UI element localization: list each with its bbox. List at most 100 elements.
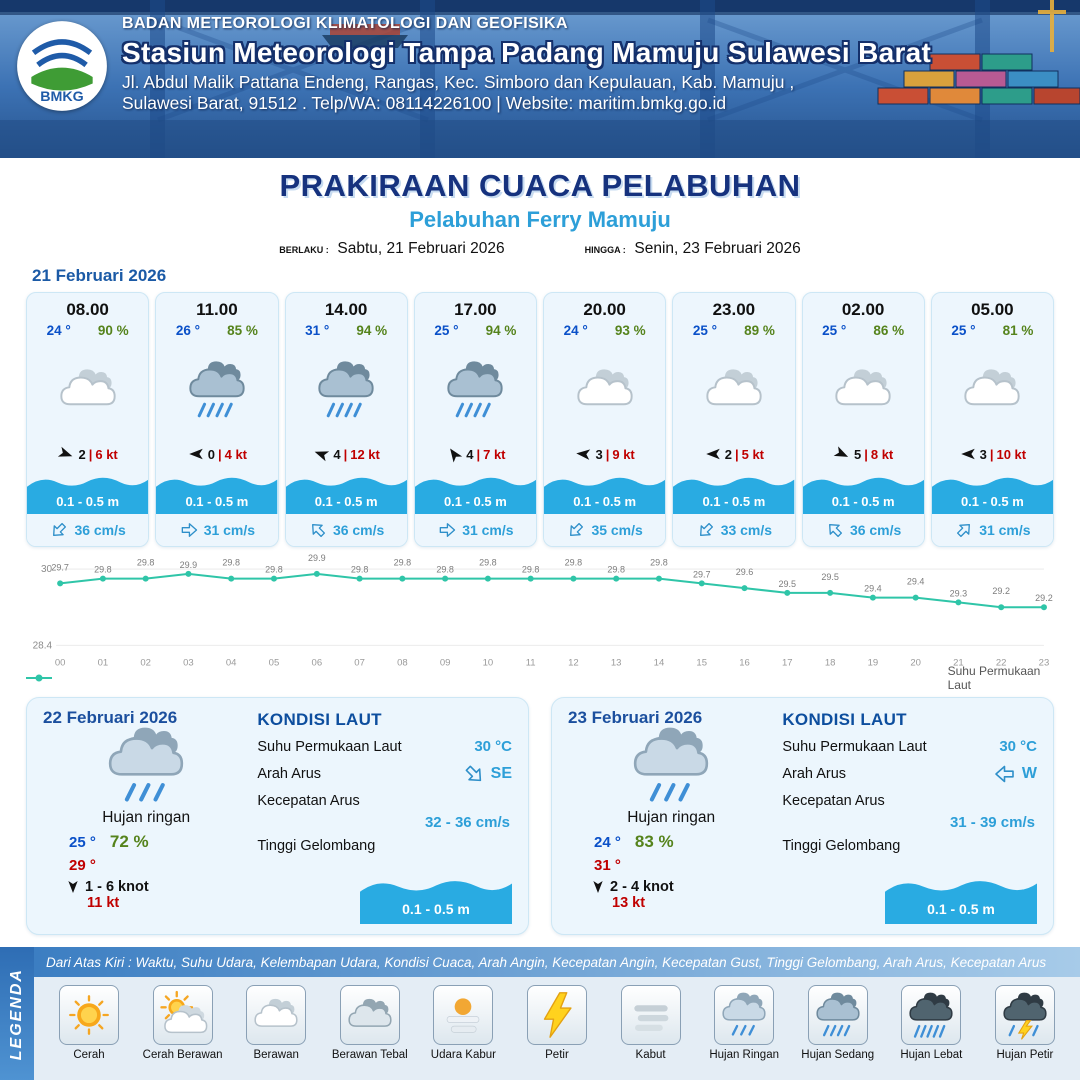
current-direction-arrow-icon	[53, 522, 67, 536]
humidity-value: 86 %	[873, 323, 905, 338]
weather-icon-hujan-ringan	[628, 724, 714, 808]
svg-text:29.5: 29.5	[778, 579, 796, 589]
weather-icon-berawan	[803, 338, 924, 442]
agency-name: BADAN METEOROLOGI KLIMATOLOGI DAN GEOFIS…	[122, 15, 568, 32]
current-speed-value: 31 cm/s	[462, 522, 514, 538]
wind-direction-arrow-icon	[833, 446, 849, 457]
berlaku-value: Sabtu, 21 Februari 2026	[337, 240, 505, 257]
svg-text:02: 02	[140, 657, 151, 668]
legend-item-label: Hujan Ringan	[709, 1049, 779, 1062]
svg-text:13: 13	[611, 657, 622, 668]
weather-icon-hujan-sedang	[286, 338, 407, 442]
time-label: 20.00	[583, 300, 626, 319]
svg-text:29.7: 29.7	[51, 562, 69, 572]
wind-speed-value: 4	[466, 446, 474, 462]
weather-icon-berawan	[932, 338, 1053, 442]
current-info: 35 cm/s	[544, 514, 666, 546]
wind-info: 0 | 4 kt	[156, 442, 277, 466]
svg-text:29.9: 29.9	[180, 560, 198, 570]
temp-humidity-row: 26 ° 85 %	[156, 320, 277, 338]
sst-chart-plot: 30 28.4 29.7 00 29.8 01 29.8 02 29.9 03 29.8 04 29.8…	[26, 553, 1054, 669]
sst-value: 30 °C	[999, 738, 1037, 756]
wind-info: 2 - 4 knot	[568, 879, 674, 895]
svg-text:04: 04	[226, 657, 237, 668]
humidity-value: 94 %	[485, 323, 517, 338]
gust-value: 10 kt	[996, 446, 1027, 462]
svg-text:29.8: 29.8	[94, 565, 112, 575]
current-speed-value: 33 cm/s	[720, 522, 773, 538]
wind-speed-value: 2	[724, 446, 732, 462]
wave-height-value: 0.1 - 0.5 m	[960, 494, 1024, 509]
wave-height-band: 0.1 - 0.5 m	[414, 470, 536, 514]
weather-icon-hujan-ringan	[103, 724, 189, 808]
wave-height-band: 0.1 - 0.5 m	[27, 470, 149, 514]
current-info: 31 cm/s	[156, 514, 278, 546]
temperature-value: 25 °	[951, 323, 976, 338]
wave-graphic	[156, 477, 278, 514]
hourly-date-label: 21 Februari 2026	[32, 266, 167, 285]
current-direction-value: W	[993, 762, 1037, 786]
temp-humidity-row: 25 ° 94 %	[415, 320, 536, 338]
current-speed-value: 35 cm/s	[591, 522, 643, 538]
temp-humidity-row: 24 ° 90 %	[27, 320, 148, 338]
legend-icon-row: Cerah Cerah Berawan Berawan Berawan Teba…	[34, 977, 1080, 1080]
current-speed-value: 31 - 39 cm/s	[949, 814, 1035, 832]
legend-item: Hujan Sedang	[793, 985, 883, 1062]
legend-item-label: Petir	[545, 1049, 569, 1062]
wind-info: 2 | 6 kt	[27, 442, 148, 466]
hourly-forecast-card: 23.00 25 ° 89 % 2 | 5 kt 0.1 - 0.5 m 33 cm…	[672, 292, 796, 547]
temperature-block: 25 ° 72 % 29 °	[43, 830, 149, 876]
current-direction-row: Arah Arus SE	[257, 762, 512, 786]
gust-value: 7 kt	[483, 446, 506, 462]
cerah-berawan-icon	[152, 985, 213, 1046]
wave-height-value: 0.1 - 0.5 m	[927, 901, 995, 918]
hourly-forecast-card: 11.00 26 ° 85 % 0 | 4 kt 0.1 - 0.5 m 31 cm…	[155, 292, 279, 547]
svg-text:16: 16	[739, 657, 750, 668]
wind-info: 3 | 9 kt	[544, 442, 665, 466]
svg-text:29.8: 29.8	[607, 565, 625, 575]
svg-text:29.8: 29.8	[265, 565, 283, 575]
port-illustration	[0, 0, 1080, 158]
hujan-petir-icon	[994, 985, 1055, 1046]
current-direction-arrow-icon	[570, 522, 584, 536]
svg-text:29.8: 29.8	[522, 565, 540, 575]
legend-item-label: Berawan Tebal	[331, 1049, 408, 1062]
humidity-value: 72 %	[109, 832, 149, 852]
legend-item-label: Kabut	[635, 1049, 666, 1062]
hourly-forecast-card: 14.00 31 ° 94 % 4 | 12 kt 0.1 - 0.5 m 36 c…	[284, 292, 408, 547]
wind-direction-arrow-icon	[593, 880, 603, 893]
hujan-lebat-icon	[901, 985, 962, 1046]
svg-text:22: 22	[996, 657, 1007, 668]
svg-text:28.4: 28.4	[33, 640, 53, 651]
legend-section: LEGENDA Dari Atas Kiri : Waktu, Suhu Uda…	[0, 947, 1080, 1080]
kabut-icon	[620, 985, 681, 1046]
time-label: 17.00	[454, 300, 497, 319]
svg-text:23: 23	[1039, 657, 1050, 668]
condition-label: Hujan ringan	[627, 809, 716, 827]
sst-line-plot: 30 28.4 29.7 00 29.8 01 29.8 02 29.9 03 29.8 04 29.8…	[33, 553, 1053, 668]
sea-conditions: KONDISI LAUT Suhu Permukaan Laut 30 °C Ar…	[782, 708, 1037, 925]
wind-speed-value: 5	[853, 446, 862, 462]
hourly-forecast-card: 02.00 25 ° 86 % 5 | 8 kt 0.1 - 0.5 m 36 cm…	[801, 292, 925, 547]
legend-description: Dari Atas Kiri : Waktu, Suhu Udara, Kele…	[34, 947, 1080, 978]
title-block: PRAKIRAAN CUACA PELABUHAN Pelabuhan Ferr…	[0, 158, 1080, 258]
humidity-value: 93 %	[614, 323, 646, 338]
weather-icon-berawan	[673, 338, 794, 442]
temperature-max: 31 °	[594, 857, 621, 875]
legend-item-label: Hujan Sedang	[801, 1049, 875, 1062]
time-label: 23.00	[712, 300, 756, 319]
wave-height-value: 0.1 - 0.5 m	[831, 494, 895, 509]
svg-text:20: 20	[910, 657, 921, 668]
ship-silhouette	[322, 24, 408, 48]
humidity-value: 81 %	[1002, 323, 1034, 338]
svg-text:14: 14	[654, 657, 665, 668]
gust-value: 12 kt	[350, 446, 380, 462]
current-info: 31 cm/s	[414, 514, 536, 546]
legend-item: Hujan Lebat	[886, 985, 976, 1062]
time-label: 14.00	[324, 300, 368, 319]
date-label: 23 Februari 2026	[568, 708, 703, 728]
svg-text:00: 00	[55, 657, 66, 668]
wind-direction-arrow-icon	[188, 448, 203, 460]
daily-summary-row: 22 Februari 2026 Hujan ringan 25 ° 72 % 2…	[0, 697, 1080, 936]
temperature-value: 25 °	[434, 323, 459, 338]
